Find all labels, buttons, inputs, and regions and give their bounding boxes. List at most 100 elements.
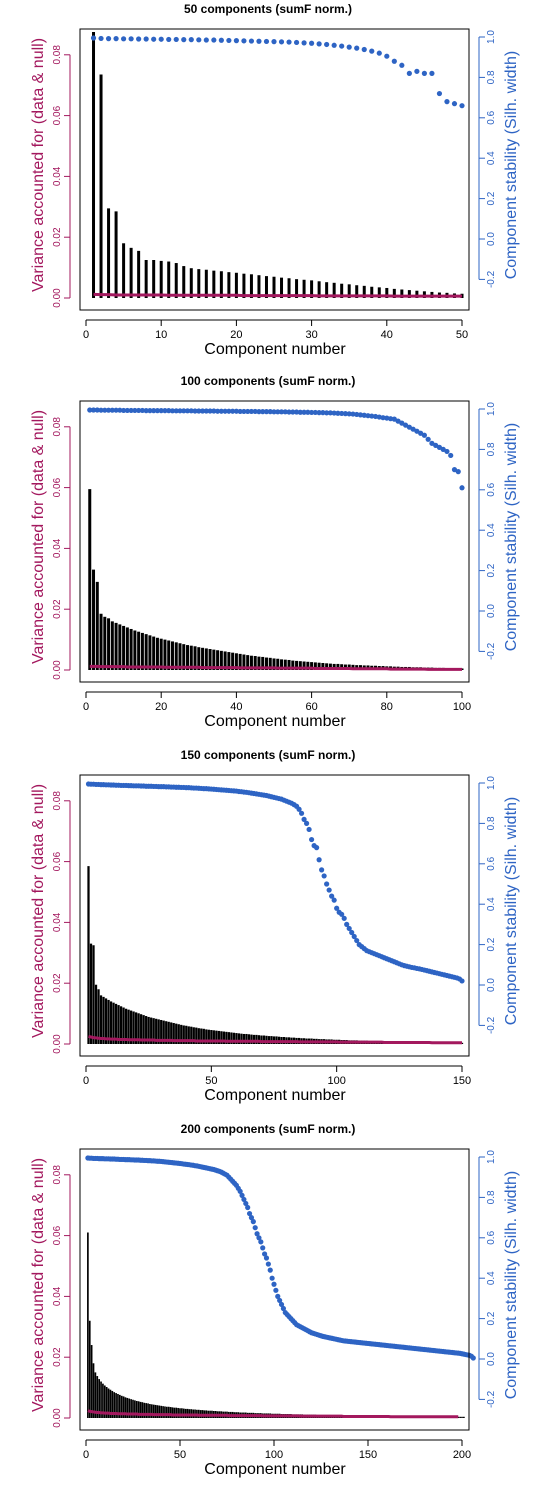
stability-point — [319, 867, 325, 873]
stability-point — [265, 1261, 271, 1267]
stability-point — [218, 37, 224, 43]
stability-point — [327, 410, 333, 416]
stability-point — [406, 70, 412, 76]
bottom-tick-label: 150 — [453, 1075, 471, 1087]
stability-point — [324, 881, 330, 887]
stability-point — [267, 1267, 273, 1273]
stability-point — [305, 409, 311, 415]
stability-point — [301, 40, 307, 46]
stability-point — [324, 410, 330, 416]
stability-point — [121, 36, 127, 42]
stability-point — [226, 37, 232, 44]
stability-point — [248, 38, 255, 44]
stability-point — [301, 409, 307, 415]
stability-point — [421, 432, 427, 438]
x-axis-title: Component number — [204, 1087, 346, 1104]
right-tick-label: -0.2 — [486, 1390, 497, 1408]
bottom-tick-label: 100 — [327, 1075, 345, 1087]
stability-point — [196, 37, 202, 43]
stability-point — [293, 409, 300, 415]
stability-point — [267, 409, 273, 415]
stability-point — [335, 410, 341, 416]
stability-point — [459, 978, 465, 984]
stability-point — [237, 408, 243, 415]
stability-point — [124, 407, 130, 414]
stability-point — [271, 39, 277, 45]
stability-point — [273, 1287, 279, 1293]
right-tick-label: 0.8 — [486, 1190, 497, 1204]
left-tick-label: 0.02 — [52, 227, 63, 247]
bottom-tick-label: 50 — [174, 1449, 186, 1461]
stability-point — [316, 41, 322, 47]
null-variance-line — [89, 664, 462, 671]
stability-point — [260, 1245, 266, 1251]
stability-point — [258, 1239, 264, 1245]
stability-point — [250, 1219, 256, 1225]
right-axis-title: Component stability (Silh. width) — [503, 1171, 520, 1400]
stability-point — [342, 411, 349, 417]
bottom-tick-label: 50 — [456, 329, 468, 341]
stability-point — [309, 836, 315, 843]
bottom-tick-label: 30 — [305, 329, 317, 341]
stability-point — [143, 36, 149, 42]
stability-point — [173, 36, 179, 43]
stability-point — [459, 103, 465, 109]
stability-point — [387, 416, 394, 422]
stability-point — [293, 39, 300, 46]
stability-point — [151, 36, 157, 42]
stability-point — [98, 407, 104, 413]
stability-point — [361, 46, 367, 53]
bottom-tick-label: 20 — [230, 329, 242, 341]
null-variance-line — [87, 1409, 459, 1419]
stability-point — [169, 408, 176, 414]
stability-point — [151, 408, 157, 414]
stability-point — [113, 36, 119, 42]
stability-point — [341, 915, 347, 921]
stability-point — [306, 826, 312, 833]
stability-point — [90, 407, 97, 413]
stability-point — [87, 407, 93, 413]
right-tick-label: 0.8 — [486, 442, 497, 456]
chart-svg: 200 components (sumF norm.)0.000.020.040… — [30, 1122, 520, 1478]
stability-point — [132, 407, 138, 414]
stability-point — [143, 408, 149, 414]
left-tick-label: 0.06 — [52, 851, 63, 871]
stability-point — [239, 1192, 245, 1198]
stability-point — [263, 409, 270, 415]
chart-svg: 150 components (sumF norm.)0.000.020.040… — [30, 748, 520, 1104]
stability-point — [207, 408, 213, 414]
bottom-tick-label: 10 — [155, 329, 167, 341]
stability-point — [361, 412, 367, 418]
left-tick-label: 0.00 — [52, 660, 63, 680]
stability-point — [105, 407, 112, 413]
left-tick-label: 0.06 — [52, 1225, 63, 1245]
stability-point — [188, 37, 194, 43]
bottom-tick-label: 20 — [155, 701, 167, 713]
right-tick-label: 0.2 — [486, 1311, 497, 1325]
right-tick-label: 0.4 — [486, 1271, 497, 1285]
stability-point — [320, 410, 326, 416]
stability-point — [376, 50, 382, 56]
chart-title: 200 components (sumF norm.) — [181, 1122, 356, 1136]
right-tick-label: 0.2 — [486, 191, 497, 205]
stability-point — [252, 408, 258, 415]
left-tick-label: 0.06 — [52, 477, 63, 497]
stability-point — [262, 1251, 268, 1257]
stability-point — [278, 409, 285, 415]
stability-point — [346, 925, 352, 932]
right-tick-label: 0.2 — [486, 937, 497, 951]
stability-point — [286, 39, 292, 45]
stability-point — [298, 810, 305, 816]
stability-point — [260, 409, 266, 415]
stability-point — [350, 411, 356, 417]
right-axis-title: Component stability (Silh. width) — [503, 51, 520, 280]
stability-point — [121, 407, 127, 414]
stability-point — [98, 35, 104, 42]
stability-point — [254, 1231, 260, 1237]
stability-point — [246, 1210, 253, 1217]
stability-point — [296, 806, 302, 812]
stability-point — [230, 408, 236, 414]
stability-point — [384, 53, 390, 59]
stability-point — [316, 410, 322, 416]
right-tick-label: 0.8 — [486, 70, 497, 84]
